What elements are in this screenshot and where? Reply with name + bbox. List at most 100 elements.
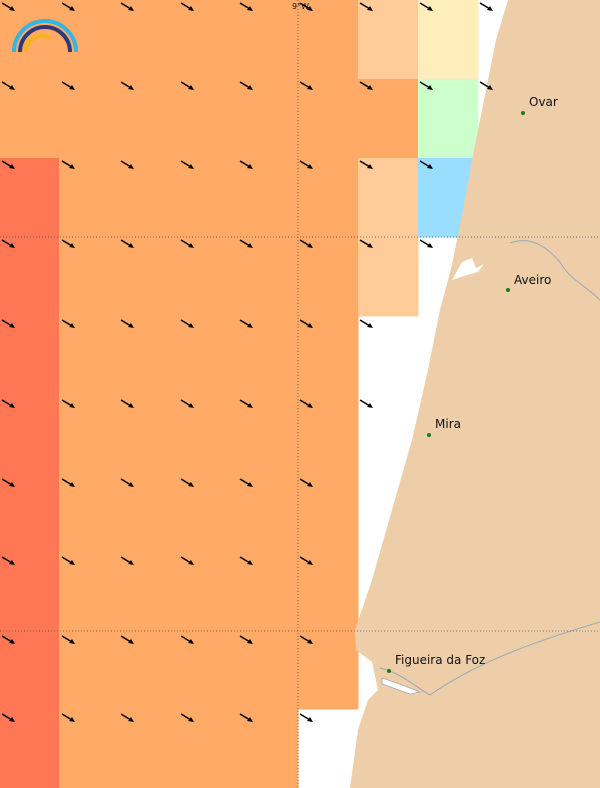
wind-arrow [419,239,433,248]
cell [0,79,60,159]
wind-arrow [120,239,134,248]
wind-arrow [1,160,15,169]
cell [238,631,299,710]
cell [238,158,299,238]
arrow-head [9,560,15,565]
cell [238,79,299,159]
arrow-shaft [299,399,311,407]
arrow-shaft [1,635,13,643]
wind-arrow [61,399,75,408]
wind-arrow [120,556,134,565]
arrow-head [247,323,253,328]
arrow-head [128,85,134,90]
place-label: Figueira da Foz [395,653,485,667]
cell [298,473,359,553]
arrow-head [427,164,433,169]
wind-arrow [1,556,15,565]
arrow-shaft [61,2,73,10]
cell [178,237,239,317]
arrow-head [367,85,373,90]
arrow-head [69,164,75,169]
wind-arrow [419,2,433,11]
arrow-head [247,482,253,487]
wind-arrow [1,713,15,722]
arrow-head [247,243,253,248]
cell [238,473,299,553]
arrow-head [69,6,75,11]
arrow-head [128,243,134,248]
cell [118,237,179,317]
arrow-head [188,639,194,644]
arrow-head [188,243,194,248]
wind-arrow [299,239,313,248]
logo [12,19,78,53]
river [509,240,600,301]
forecast-cells [0,0,479,788]
arrow-head [188,164,194,169]
logo-arc [23,33,51,53]
cell [178,316,239,396]
arrow-head [188,323,194,328]
cell [418,0,479,80]
arrow-head [128,323,134,328]
cell [178,631,239,710]
arrow-shaft [359,399,371,407]
arrow-shaft [419,2,431,10]
wind-arrow [1,319,15,328]
arrow-shaft [299,556,311,564]
cell [0,158,60,238]
arrow-head [427,6,433,11]
wind-arrow [359,2,373,11]
cell [59,709,119,788]
cell [59,473,119,553]
wind-arrow [299,2,313,11]
place-label: Ovar [529,95,558,109]
wind-arrow [299,713,313,722]
wind-arrow [61,319,75,328]
cell [118,395,179,474]
arrow-shaft [239,2,251,10]
arrow-head [9,717,15,722]
arrow-shaft [299,635,311,643]
arrow-shaft [1,81,13,89]
arrow-head [69,560,75,565]
arrow-head [128,639,134,644]
wind-arrow [1,2,15,11]
wind-arrow [120,713,134,722]
arrow-shaft [359,2,371,10]
wind-arrow [61,478,75,487]
wind-arrow [61,239,75,248]
arrow-shaft [239,478,251,486]
arrow-shaft [299,478,311,486]
arrow-head [9,323,15,328]
cell [178,552,239,632]
cell [238,316,299,396]
cell [178,473,239,553]
cell [59,316,119,396]
cell [59,237,119,317]
arrow-head [9,243,15,248]
wind-arrow [479,81,493,90]
cell [178,0,239,80]
arrow-head [367,323,373,328]
wind-arrow [120,478,134,487]
wind-arrow [1,81,15,90]
wind-arrow [359,399,373,408]
cell [298,0,359,80]
arrow-shaft [419,81,431,89]
arrow-shaft [359,239,371,247]
arrow-head [69,482,75,487]
cell [59,552,119,632]
wind-arrow [180,160,194,169]
cell [0,237,60,317]
arrow-shaft [120,399,132,407]
wind-arrow [299,556,313,565]
wind-arrow [419,81,433,90]
wind-arrow [120,2,134,11]
arrow-shaft [61,160,73,168]
cell [0,395,60,474]
place-dot [427,433,431,437]
arrow-shaft [180,81,192,89]
